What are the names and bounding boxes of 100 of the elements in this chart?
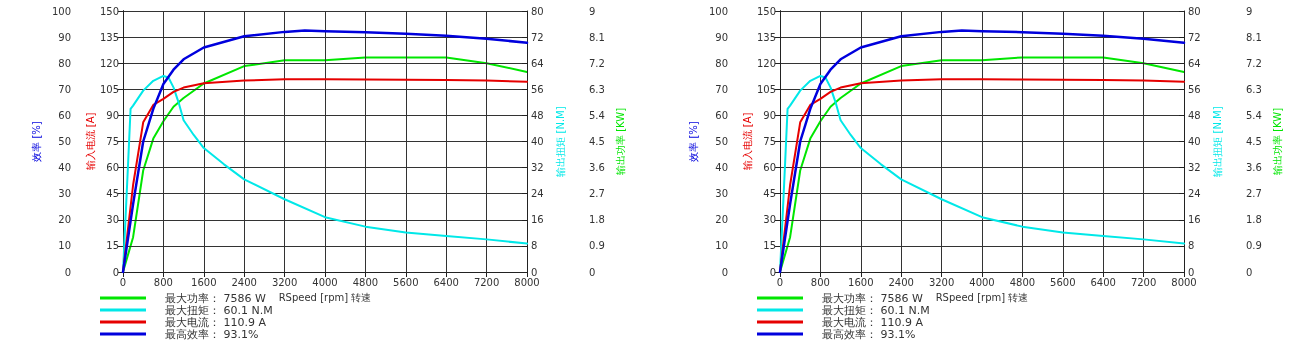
y-tick-label: 30 (715, 188, 728, 200)
y3-tick-label: 16 (1188, 214, 1201, 226)
x-tick-label: 4000 (969, 276, 995, 288)
legend-label: 最大电流： 110.9 A (165, 315, 267, 329)
y-tick-label: 6.3 (589, 83, 605, 95)
legend-label: 最大扭矩： 60.1 N.M (822, 303, 930, 317)
y-tick-label: 7.2 (1246, 57, 1262, 69)
y-tick-label: 6.3 (1246, 83, 1262, 95)
x-tick-label: 1600 (848, 276, 874, 288)
y-tick-label: 40 (715, 162, 728, 174)
y-tick-label: 80 (58, 57, 71, 69)
y3-tick-label: 0 (531, 266, 538, 278)
y2-tick-label: 60 (763, 162, 776, 174)
x-tick-label: 3200 (928, 276, 955, 288)
x-axis-title: RSpeed [rpm] 转速 (935, 291, 1029, 303)
x-tick-label: 5600 (1050, 276, 1076, 288)
y3-axis-title: 输出扭矩 [N.M] (554, 106, 566, 177)
y2-tick-label: 0 (769, 266, 776, 278)
y-tick-label: 1.8 (1246, 214, 1262, 226)
y-tick-label: 0.9 (1246, 240, 1262, 252)
y3-tick-label: 24 (1188, 188, 1201, 200)
y-tick-label: 90 (58, 31, 71, 43)
y-tick-label: 0 (589, 266, 596, 278)
legend-label: 最大功率： 7586 W (165, 291, 266, 305)
y-tick-label: 0 (721, 266, 728, 278)
legend-label: 最大扭矩： 60.1 N.M (165, 303, 273, 317)
x-tick-label: 1600 (191, 276, 217, 288)
x-tick-label: 0 (119, 276, 127, 288)
y2-axis-title: 输入电流 [A] (741, 112, 753, 171)
y2-tick-label: 30 (106, 214, 119, 226)
y2-tick-label: 15 (763, 240, 776, 252)
y2-tick-label: 60 (106, 162, 119, 174)
y-tick-label: 20 (58, 214, 71, 226)
y3-tick-label: 48 (531, 109, 544, 121)
x-tick-label: 6400 (433, 276, 459, 288)
x-tick-label: 4800 (1009, 276, 1036, 288)
y2-tick-label: 30 (763, 214, 776, 226)
x-tick-label: 7200 (1130, 276, 1157, 288)
y-axis-title: 效率 [%] (687, 121, 699, 162)
y2-tick-label: 45 (763, 188, 776, 200)
y3-tick-label: 64 (1188, 57, 1201, 69)
legend-label: 最大电流： 110.9 A (822, 315, 924, 329)
y-tick-label: 60 (58, 109, 71, 121)
y3-tick-label: 8 (1188, 240, 1195, 252)
y3-tick-label: 72 (531, 31, 544, 43)
y2-tick-label: 135 (99, 31, 119, 43)
y3-tick-label: 64 (531, 57, 544, 69)
y-tick-label: 100 (708, 5, 728, 17)
y-tick-label: 2.7 (1246, 188, 1262, 200)
y-tick-label: 4.5 (1246, 136, 1262, 147)
y-tick-label: 9 (1246, 5, 1253, 17)
y-tick-label: 0 (64, 266, 71, 278)
y2-tick-label: 0 (112, 266, 119, 278)
y3-tick-label: 72 (1188, 31, 1201, 43)
y3-tick-label: 32 (531, 162, 544, 174)
x-tick-label: 6400 (1090, 276, 1116, 288)
y2-tick-label: 120 (99, 57, 119, 69)
y3-tick-label: 16 (531, 214, 544, 226)
y3-tick-label: 56 (1188, 83, 1201, 95)
y-tick-label: 30 (58, 188, 71, 200)
y3-tick-label: 0 (1188, 266, 1195, 278)
x-tick-label: 800 (810, 276, 830, 288)
y-tick-label: 90 (715, 31, 728, 43)
y2-tick-label: 150 (99, 5, 119, 17)
y-tick-label: 4.5 (589, 136, 605, 147)
y3-axis-title: 输出扭矩 [N.M] (1211, 106, 1223, 177)
x-axis-title: RSpeed [rpm] 转速 (278, 291, 372, 303)
y-tick-label: 1.8 (589, 214, 605, 226)
legend-label: 最大功率： 7586 W (822, 291, 923, 305)
y-tick-label: 40 (58, 162, 71, 174)
y-tick-label: 0.9 (589, 240, 605, 252)
y2-tick-label: 150 (756, 5, 776, 17)
y-tick-label: 7.2 (589, 57, 605, 69)
y-tick-label: 3.6 (589, 162, 605, 174)
x-tick-label: 8000 (514, 276, 540, 288)
y2-tick-label: 75 (763, 136, 776, 147)
x-tick-label: 800 (153, 276, 173, 288)
y-tick-label: 70 (58, 83, 71, 95)
y-tick-label: 80 (715, 57, 728, 69)
y-tick-label: 8.1 (589, 31, 605, 43)
y3-tick-label: 32 (1188, 162, 1201, 174)
y-tick-label: 70 (715, 83, 728, 95)
y2-tick-label: 105 (99, 83, 119, 95)
y-axis-title: 输出功率 [KW] (614, 107, 626, 176)
y-tick-label: 100 (51, 5, 71, 17)
x-tick-label: 2400 (231, 276, 257, 288)
y3-tick-label: 56 (531, 83, 544, 95)
y-tick-label: 20 (715, 214, 728, 226)
y-tick-label: 8.1 (1246, 31, 1262, 43)
y-tick-label: 10 (715, 240, 728, 252)
y-axis-title: 输出功率 [KW] (1271, 107, 1283, 176)
x-tick-label: 2400 (888, 276, 914, 288)
x-tick-label: 8000 (1171, 276, 1197, 288)
y2-tick-label: 135 (756, 31, 776, 43)
x-tick-label: 4000 (312, 276, 338, 288)
y3-tick-label: 80 (531, 5, 544, 17)
y-tick-label: 5.4 (589, 109, 605, 121)
x-tick-label: 4800 (352, 276, 379, 288)
x-tick-label: 5600 (393, 276, 419, 288)
y2-tick-label: 120 (756, 57, 776, 69)
